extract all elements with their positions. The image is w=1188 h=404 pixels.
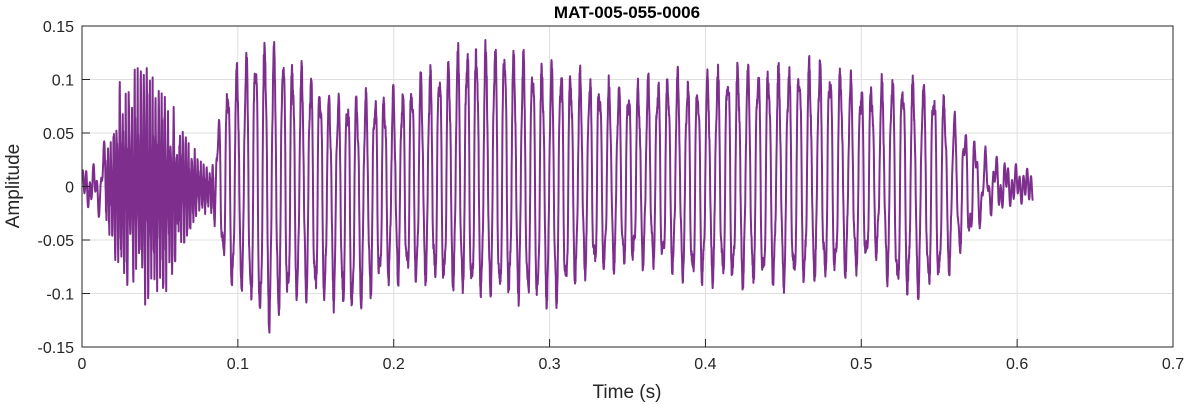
y-tick-label: -0.1 bbox=[46, 287, 74, 304]
waveform-line bbox=[82, 39, 1034, 334]
y-tick-label: 0.15 bbox=[43, 19, 74, 36]
y-tick-label: -0.15 bbox=[38, 340, 75, 357]
y-tick-labels: -0.15 -0.1 -0.05 0 0.05 0.1 0.15 bbox=[38, 19, 75, 357]
y-tick-label: 0.05 bbox=[43, 126, 74, 143]
x-tick-label: 0.1 bbox=[227, 356, 249, 373]
y-tick-label: 0.1 bbox=[52, 73, 74, 90]
x-tick-label: 0 bbox=[78, 356, 87, 373]
x-tick-labels: 0 0.1 0.2 0.3 0.4 0.5 0.6 0.7 bbox=[78, 356, 1185, 373]
x-axis-label: Time (s) bbox=[593, 382, 662, 403]
series-amplitude bbox=[82, 39, 1034, 334]
x-tick-label: 0.5 bbox=[850, 356, 872, 373]
y-tick-label: -0.05 bbox=[38, 233, 75, 250]
chart-title: MAT-005-055-0006 bbox=[554, 3, 700, 22]
x-tick-label: 0.4 bbox=[694, 356, 716, 373]
y-axis-label: Amplitude bbox=[3, 144, 24, 229]
x-tick-label: 0.6 bbox=[1006, 356, 1028, 373]
x-tick-label: 0.3 bbox=[538, 356, 560, 373]
x-tick-label: 0.2 bbox=[383, 356, 405, 373]
x-tick-label: 0.7 bbox=[1162, 356, 1184, 373]
y-tick-label: 0 bbox=[65, 180, 74, 197]
ticks bbox=[81, 25, 1174, 348]
